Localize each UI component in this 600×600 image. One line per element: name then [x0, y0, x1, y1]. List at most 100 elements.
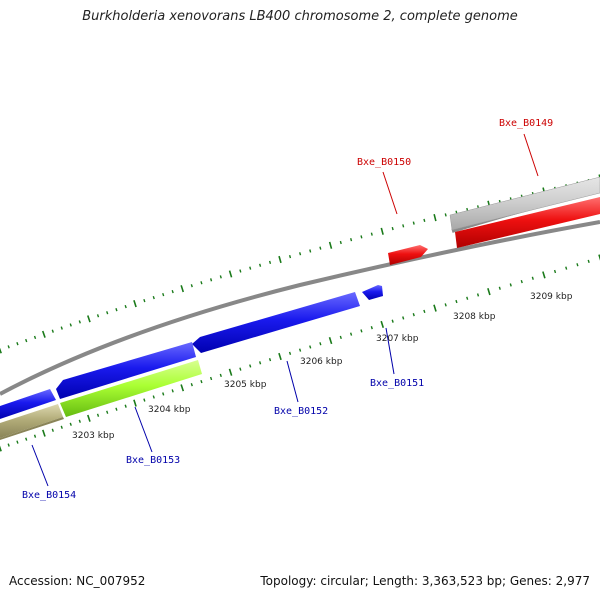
outer-scale-tick: [124, 305, 127, 309]
outer-scale-tick: [444, 213, 447, 217]
outer-scale-tick: [268, 260, 272, 265]
gene-label-Bxe_B0152[interactable]: Bxe_B0152: [274, 406, 328, 417]
inner-scale-tick: [115, 407, 118, 411]
outer-scale-tick: [33, 335, 37, 340]
inner-scale-tick: [60, 425, 63, 429]
outer-scale-tick: [360, 235, 363, 239]
inner-scale-tick: [288, 351, 292, 355]
outer-scale-tick: [370, 232, 373, 236]
inner-scale-tick: [171, 389, 174, 393]
inner-scale-tick: [258, 361, 262, 365]
inner-scale-tick: [69, 422, 72, 426]
inner-scale-tick: [402, 316, 405, 320]
outer-scale-tick: [433, 214, 437, 222]
inner-scale-tick: [268, 358, 272, 362]
callout-line-Bxe_B0154: [31, 444, 49, 487]
inner-scale-tick: [190, 383, 193, 387]
scale-label-3208: 3208 kbp: [453, 312, 496, 322]
map-title: Burkholderia xenovorans LB400 chromosome…: [82, 9, 518, 24]
genome-summary-text: Topology: circular; Length: 3,363,523 bp…: [260, 574, 590, 588]
inner-scale-tick: [360, 329, 363, 333]
inner-scale-tick: [209, 376, 213, 381]
inner-scale-tick: [319, 342, 322, 346]
scale-label-3209: 3209 kbp: [530, 292, 573, 302]
outer-scale-tick: [350, 238, 353, 242]
scale-label-3205: 3205 kbp: [224, 380, 267, 390]
inner-scale-tick: [576, 263, 579, 267]
inner-scale-tick: [466, 296, 469, 300]
outer-scale-tick: [87, 315, 91, 323]
inner-scale-tick: [531, 276, 534, 280]
outer-scale-tick: [391, 226, 394, 231]
callout-line-Bxe_B0152: [286, 360, 299, 403]
inner-scale-tick: [455, 299, 458, 304]
inner-scale-tick: [598, 254, 600, 261]
inner-scale-tick: [7, 443, 10, 447]
inner-scale-tick: [278, 352, 282, 361]
inner-scale-tick: [0, 445, 2, 452]
outer-scale-tick: [319, 246, 322, 250]
callout-line-Bxe_B0153: [134, 406, 153, 453]
inner-scale-tick: [370, 326, 373, 330]
gene-Bxe_B0154-upper[interactable]: [0, 389, 56, 419]
inner-scale-tick: [96, 413, 100, 417]
outer-scale-tick: [239, 269, 242, 273]
callout-line-Bxe_B0151: [385, 327, 395, 375]
gene-label-Bxe_B0150[interactable]: Bxe_B0150: [357, 157, 411, 168]
callout-line-Bxe_B0150: [382, 171, 398, 215]
gene-Bxe_B0154[interactable]: [0, 404, 64, 440]
outer-scale-tick: [339, 240, 342, 245]
outer-scale-tick: [171, 289, 174, 294]
scale-label-3207: 3207 kbp: [376, 334, 419, 344]
outer-tick-track: [0, 174, 600, 354]
outer-scale-tick: [162, 292, 165, 297]
inner-scale-tick: [249, 364, 252, 368]
outer-scale-tick: [278, 255, 282, 264]
outer-scale-tick: [106, 311, 109, 315]
outer-scale-tick: [423, 218, 426, 222]
inner-scale-tick: [33, 434, 37, 438]
inner-scale-tick: [124, 404, 127, 408]
outer-scale-tick: [309, 249, 312, 253]
accession-text: Accession: NC_007952: [9, 574, 146, 588]
inner-scale-tick: [162, 392, 165, 396]
gene-label-Bxe_B0153[interactable]: Bxe_B0153: [126, 455, 180, 466]
inner-scale-tick: [444, 303, 447, 307]
outer-scale-tick: [69, 323, 72, 327]
gene-label-Bxe_B0151[interactable]: Bxe_B0151: [370, 378, 424, 389]
outer-scale-tick: [190, 284, 193, 288]
outer-scale-tick: [228, 270, 233, 278]
gene-Bxe_B0150[interactable]: [388, 245, 428, 265]
outer-scale-tick: [25, 338, 28, 343]
gene-Bxe_B0153[interactable]: [60, 360, 202, 417]
gene-Bxe_B0149[interactable]: [449, 176, 600, 248]
inner-scale-tick: [298, 348, 302, 352]
outer-scale-tick: [152, 295, 155, 300]
inner-scale-tick: [423, 309, 426, 314]
outer-scale-tick: [380, 227, 384, 235]
outer-scale-tick: [299, 252, 302, 256]
inner-scale-tick: [219, 373, 222, 378]
outer-scale-tick: [249, 266, 252, 270]
inner-scale-tick: [565, 266, 568, 270]
outer-scale-tick: [51, 329, 54, 333]
inner-scale-tick: [200, 379, 203, 384]
inner-scale-tick: [133, 399, 137, 407]
inner-scale-tick: [339, 335, 342, 340]
outer-scale-tick: [143, 298, 146, 303]
outer-scale-tick: [7, 345, 10, 349]
inner-scale-tick: [239, 367, 242, 371]
scale-label-3206: 3206 kbp: [300, 357, 343, 367]
inner-scale-tick: [309, 345, 312, 349]
inner-tick-track: [0, 254, 600, 452]
outer-scale-tick: [219, 275, 222, 279]
gene-Bxe_B0152[interactable]: [56, 292, 360, 399]
inner-scale-tick: [87, 414, 91, 422]
outer-scale-tick: [209, 278, 213, 282]
gene-label-Bxe_B0149[interactable]: Bxe_B0149: [499, 118, 553, 129]
inner-scale-tick: [433, 304, 437, 312]
gene-label-Bxe_B0154[interactable]: Bxe_B0154: [22, 490, 76, 501]
gene-Bxe_B0151[interactable]: [362, 285, 383, 300]
inner-scale-tick: [476, 293, 480, 297]
